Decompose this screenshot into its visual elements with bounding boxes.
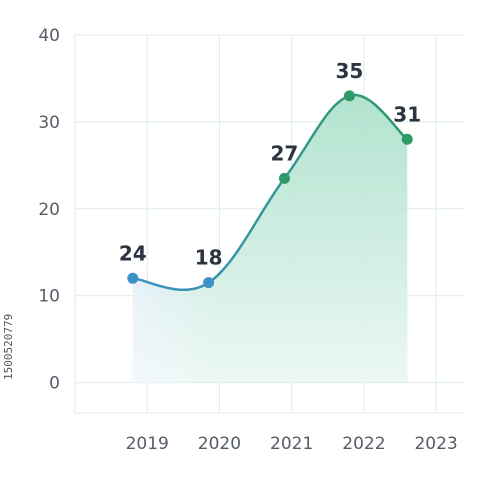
x-tick-label: 2020 (198, 434, 241, 454)
y-tick-label: 20 (38, 200, 60, 220)
data-label: 18 (195, 246, 223, 270)
y-tick-label: 30 (38, 113, 60, 133)
y-tick-label: 0 (49, 374, 60, 394)
area-fade-overlay (132, 95, 408, 383)
data-labels: 24 18 27 35 31 (119, 59, 421, 270)
y-tick-label: 10 (38, 287, 60, 307)
data-label: 24 (119, 241, 147, 265)
x-tick-label: 2019 (126, 434, 169, 454)
data-point (343, 90, 355, 102)
data-point (127, 272, 139, 284)
y-tick-label: 40 (38, 26, 60, 46)
x-tick-label: 2023 (414, 434, 457, 454)
data-points (127, 90, 413, 289)
x-axis-ticks: 2019 2020 2021 2022 2023 (126, 434, 458, 454)
data-label: 35 (336, 59, 364, 83)
side-id-text: 1500520779 (2, 313, 15, 380)
data-label: 31 (393, 102, 421, 126)
area-fill-layer (132, 95, 408, 383)
x-tick-label: 2021 (270, 434, 313, 454)
x-tick-label: 2022 (342, 434, 385, 454)
data-point (278, 172, 290, 184)
data-point (401, 133, 413, 145)
data-point (203, 277, 215, 289)
y-axis-ticks: 0 10 20 30 40 (38, 26, 60, 394)
data-label: 27 (271, 141, 299, 165)
